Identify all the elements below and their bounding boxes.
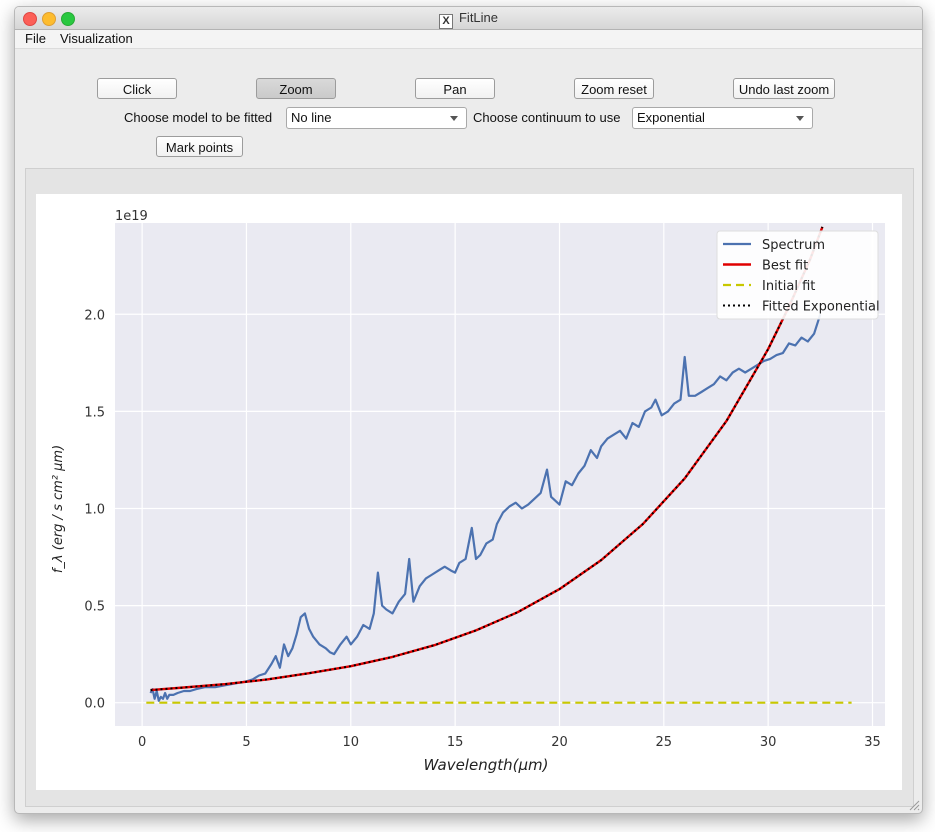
mark-points-button[interactable]: Mark points bbox=[156, 136, 243, 157]
model-select[interactable]: No line bbox=[286, 107, 467, 129]
continuum-label: Choose continuum to use bbox=[473, 110, 621, 125]
window-title: FitLine bbox=[458, 10, 499, 25]
y-offset-label: 1e19 bbox=[115, 209, 148, 224]
x-tick-label: 20 bbox=[551, 735, 568, 750]
series-line-spectrum bbox=[149, 313, 822, 702]
continuum-select[interactable]: Exponential bbox=[632, 107, 813, 129]
x-tick-label: 15 bbox=[447, 735, 464, 750]
click-button[interactable]: Click bbox=[97, 78, 177, 99]
window-title-group: X FitLine bbox=[15, 10, 922, 29]
y-axis-label-group: f_λ (erg / s cm² μm) bbox=[51, 445, 66, 573]
legend-box bbox=[716, 230, 879, 320]
menu-visualization[interactable]: Visualization bbox=[60, 31, 133, 46]
x-tick-label: 30 bbox=[760, 735, 777, 750]
y-axis-label: f_λ (erg / s cm² μm) bbox=[51, 445, 66, 573]
pan-button[interactable]: Pan bbox=[415, 78, 495, 99]
x-tick-label: 10 bbox=[343, 735, 360, 750]
y-tick-label: 2.0 bbox=[84, 308, 105, 323]
spectrum-chart[interactable]: 0 5 10 15 20 25 30 35 0.0 0.5 1.0 1.5 2.0 1e19 Wavel… bbox=[36, 194, 902, 790]
plot-canvas[interactable]: 0 5 10 15 20 25 30 35 0.0 0.5 1.0 1.5 2.0 1e19 Wavel… bbox=[36, 194, 902, 790]
zoom-button[interactable]: Zoom bbox=[256, 78, 336, 99]
x-tick-label: 0 bbox=[138, 735, 146, 750]
legend-label: Fitted Exponential bbox=[762, 300, 880, 315]
chevron-down-icon bbox=[796, 116, 804, 121]
chevron-down-icon bbox=[450, 116, 458, 121]
legend-label: Initial fit bbox=[762, 279, 815, 294]
x-tick-label: 35 bbox=[864, 735, 881, 750]
x-tick-label: 25 bbox=[656, 735, 673, 750]
model-select-value: No line bbox=[291, 110, 332, 125]
maximize-window-button[interactable] bbox=[61, 12, 75, 26]
series-line-best-fit bbox=[150, 226, 824, 692]
chart-series bbox=[146, 226, 852, 704]
minimize-window-button[interactable] bbox=[42, 12, 56, 26]
app-window: X FitLine File Visualization Click Zoom P… bbox=[14, 6, 923, 814]
title-bar[interactable]: X FitLine bbox=[15, 7, 922, 30]
continuum-select-value: Exponential bbox=[637, 110, 705, 125]
x-axis-label: Wavelength(μm) bbox=[424, 756, 549, 774]
legend-label: Spectrum bbox=[762, 238, 825, 253]
model-label: Choose model to be fitted bbox=[124, 110, 273, 125]
axis-ticks: 0 5 10 15 20 25 30 35 0.0 0.5 1.0 1.5 2.0 bbox=[84, 308, 880, 750]
menu-bar: File Visualization bbox=[15, 30, 922, 49]
x11-icon: X bbox=[438, 14, 453, 29]
y-tick-label: 0.0 bbox=[84, 697, 105, 712]
legend-label: Best fit bbox=[762, 259, 808, 274]
y-tick-label: 1.5 bbox=[84, 405, 105, 420]
zoom-reset-button[interactable]: Zoom reset bbox=[574, 78, 654, 99]
resize-grip-icon[interactable] bbox=[908, 799, 920, 811]
x-tick-label: 5 bbox=[242, 735, 250, 750]
chart-legend: Spectrum Best fit Initial fit Fitted Expone… bbox=[716, 230, 880, 320]
y-tick-label: 0.5 bbox=[84, 600, 105, 615]
y-tick-label: 1.0 bbox=[84, 502, 105, 517]
undo-last-zoom-button[interactable]: Undo last zoom bbox=[733, 78, 835, 99]
menu-file[interactable]: File bbox=[25, 31, 46, 46]
close-window-button[interactable] bbox=[23, 12, 37, 26]
